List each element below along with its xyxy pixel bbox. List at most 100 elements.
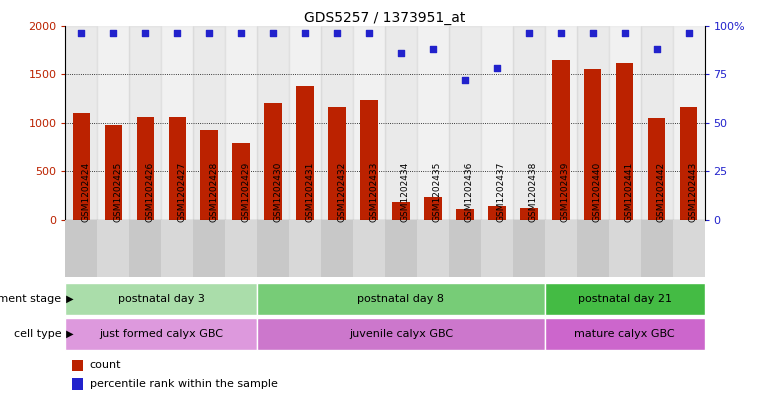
Text: mature calyx GBC: mature calyx GBC (574, 329, 675, 339)
Point (267, 30, 280, 37)
Bar (353, 220, 385, 277)
Bar (257, 283, 545, 314)
Bar (65, 220, 97, 277)
Text: GSM1202434: GSM1202434 (401, 162, 410, 222)
Bar (321, 220, 353, 277)
Bar (257, 318, 545, 350)
Bar (641, 26, 673, 220)
Point (682, 30, 695, 37)
Bar (321, 26, 353, 220)
Text: GSM1202427: GSM1202427 (177, 162, 186, 222)
Bar (449, 220, 480, 277)
Bar (385, 220, 417, 277)
Point (363, 30, 375, 37)
Bar (129, 220, 162, 277)
Text: GSM1202432: GSM1202432 (337, 162, 346, 222)
Text: GSM1202440: GSM1202440 (593, 162, 601, 222)
Text: GSM1202443: GSM1202443 (688, 162, 698, 222)
Point (107, 30, 119, 37)
Bar (480, 220, 513, 277)
Bar (136, 118, 154, 220)
Bar (162, 26, 193, 220)
Text: GSM1202438: GSM1202438 (529, 162, 537, 222)
Bar (226, 220, 257, 277)
Bar (65, 283, 257, 314)
Text: ▶: ▶ (63, 329, 74, 339)
Text: GSM1202436: GSM1202436 (465, 162, 474, 222)
Text: GSM1202426: GSM1202426 (146, 162, 154, 222)
Point (203, 30, 216, 37)
Point (587, 30, 599, 37)
Text: GSM1202437: GSM1202437 (497, 162, 506, 222)
Point (618, 30, 631, 37)
Point (299, 30, 311, 37)
Bar (392, 202, 410, 220)
Bar (290, 26, 321, 220)
Point (523, 30, 535, 37)
Bar (673, 26, 705, 220)
Text: percentile rank within the sample: percentile rank within the sample (90, 379, 278, 389)
Bar (72, 113, 90, 220)
Text: postnatal day 21: postnatal day 21 (578, 294, 671, 304)
Bar (417, 26, 449, 220)
Text: development stage: development stage (0, 294, 62, 304)
Bar (520, 208, 537, 220)
Bar (233, 143, 250, 220)
Point (331, 30, 343, 37)
Text: GSM1202433: GSM1202433 (369, 162, 378, 222)
Point (171, 30, 183, 37)
Bar (328, 107, 346, 220)
Bar (648, 118, 665, 220)
Bar (65, 318, 257, 350)
Text: GSM1202435: GSM1202435 (433, 162, 442, 222)
Bar (72, 378, 83, 390)
Bar (480, 26, 513, 220)
Bar (616, 62, 634, 220)
Bar (488, 206, 506, 220)
Bar (226, 26, 257, 220)
Text: ▶: ▶ (63, 294, 74, 304)
Bar (577, 220, 609, 277)
Bar (545, 283, 705, 314)
Text: GSM1202425: GSM1202425 (113, 162, 122, 222)
Text: GSM1202441: GSM1202441 (624, 162, 634, 222)
Point (427, 46, 439, 52)
Bar (584, 69, 601, 220)
Point (554, 30, 567, 37)
Bar (424, 197, 442, 220)
Point (490, 65, 503, 72)
Point (395, 50, 407, 56)
Text: cell type: cell type (14, 329, 62, 339)
Bar (72, 360, 83, 371)
Bar (257, 26, 290, 220)
Bar (456, 209, 474, 220)
Bar (264, 103, 282, 220)
Bar (680, 107, 698, 220)
Point (235, 30, 247, 37)
Bar (257, 220, 290, 277)
Bar (98, 26, 129, 220)
Text: juvenile calyx GBC: juvenile calyx GBC (349, 329, 453, 339)
Text: count: count (90, 360, 121, 371)
Bar (545, 220, 577, 277)
Text: GSM1202442: GSM1202442 (657, 162, 665, 222)
Point (75, 30, 88, 37)
Text: GSM1202429: GSM1202429 (241, 162, 250, 222)
Title: GDS5257 / 1373951_at: GDS5257 / 1373951_at (304, 11, 466, 24)
Text: GSM1202439: GSM1202439 (561, 162, 570, 222)
Bar (513, 26, 545, 220)
Text: postnatal day 3: postnatal day 3 (118, 294, 205, 304)
Bar (545, 26, 577, 220)
Text: GSM1202430: GSM1202430 (273, 162, 282, 222)
Bar (609, 26, 641, 220)
Bar (193, 26, 226, 220)
Bar (65, 26, 97, 220)
Bar (162, 220, 193, 277)
Bar (129, 26, 162, 220)
Text: GSM1202424: GSM1202424 (82, 162, 90, 222)
Text: postnatal day 8: postnatal day 8 (357, 294, 444, 304)
Bar (609, 220, 641, 277)
Bar (98, 220, 129, 277)
Bar (193, 220, 226, 277)
Bar (385, 26, 417, 220)
